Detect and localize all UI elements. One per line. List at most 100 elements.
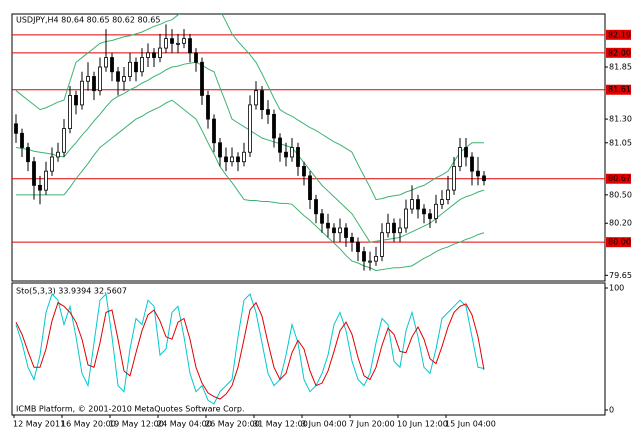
- y-tick-label: 81.85: [609, 63, 632, 72]
- x-tick-label: 3 Jun 04:00: [301, 420, 347, 429]
- y-tick-label: 80.50: [609, 190, 632, 199]
- indicator-title: Sto(5,3,3) 33.9394 32.5607: [16, 287, 127, 296]
- candle-body: [218, 142, 222, 158]
- candle-body: [464, 147, 468, 158]
- candle-body: [14, 123, 18, 134]
- x-tick-label: 10 Jun 12:00: [397, 420, 448, 429]
- candle-body: [74, 95, 78, 106]
- candle-body: [290, 147, 294, 158]
- candle-body: [194, 52, 198, 63]
- candle-body: [356, 241, 360, 253]
- candle-body: [104, 57, 108, 68]
- x-tick-label: 16 May 20:00: [61, 420, 116, 429]
- candle-body: [362, 251, 366, 262]
- x-tick-label: 31 May 12:00: [253, 420, 308, 429]
- candle-body: [248, 104, 252, 153]
- y-tick-label: 81.30: [609, 115, 632, 124]
- candle-body: [476, 170, 480, 177]
- candle-body: [110, 57, 114, 73]
- level-label-box: [606, 47, 631, 58]
- candle-body: [236, 156, 240, 163]
- candle-body: [338, 227, 342, 234]
- band-lower: [16, 99, 485, 272]
- candle-body: [140, 57, 144, 73]
- candle-body: [242, 151, 246, 163]
- candle-body: [302, 166, 306, 177]
- candle-body: [272, 113, 276, 139]
- candle-body: [176, 42, 180, 45]
- x-tick-label: 12 May 2011: [13, 420, 65, 429]
- candle-body: [182, 38, 186, 44]
- candle-body: [458, 147, 462, 167]
- candle-body: [80, 80, 84, 106]
- candle-body: [278, 137, 282, 153]
- level-label: 82.00: [608, 48, 631, 57]
- candle-body: [44, 170, 48, 191]
- candle-body: [20, 132, 24, 148]
- candle-body: [266, 109, 270, 115]
- candle-body: [446, 189, 450, 200]
- candle-body: [374, 255, 378, 262]
- candle-body: [422, 208, 426, 215]
- candle-body: [56, 151, 60, 158]
- candle-body: [410, 199, 414, 210]
- stochastic-signal: [15, 301, 485, 400]
- x-tick-label: 15 Jun 04:00: [445, 420, 496, 429]
- candle-body: [314, 199, 318, 215]
- axes: 81.85 81.30 81.05 80.50 80.20 79.65 82.19 82.00…: [13, 29, 632, 429]
- candle-body: [212, 118, 216, 144]
- footer: ICMB Platform, © 2001-2010 MetaQuotes So…: [16, 405, 245, 414]
- candle-body: [62, 128, 66, 153]
- candle-body: [404, 208, 408, 229]
- level-label: 82.19: [608, 30, 631, 39]
- candle-body: [122, 76, 126, 82]
- y-tick-label: 80.20: [609, 219, 632, 228]
- level-label: 80.00: [608, 238, 631, 247]
- x-tick-label: 7 Jun 20:00: [349, 420, 395, 429]
- level-label-box: [606, 237, 631, 248]
- candle-body: [158, 47, 162, 58]
- candle-body: [152, 52, 156, 58]
- candle-body: [434, 203, 438, 219]
- candle-body: [254, 90, 258, 106]
- candle-body: [350, 237, 354, 243]
- candle-body: [482, 175, 486, 182]
- candle-body: [470, 156, 474, 172]
- level-label-box: [606, 29, 631, 40]
- candle-body: [440, 199, 444, 205]
- band-upper: [15, 14, 484, 201]
- level-label-box: [606, 173, 631, 184]
- candle-body: [50, 156, 54, 172]
- stochastic-main: [15, 293, 485, 405]
- candle-body: [146, 52, 150, 58]
- candle-body: [128, 61, 132, 77]
- candle-body: [38, 184, 42, 191]
- candle-body: [416, 199, 420, 210]
- candle-body: [206, 95, 210, 120]
- candle-body: [26, 147, 30, 163]
- candle-body: [386, 222, 390, 234]
- candle-body: [86, 76, 90, 82]
- candle-body: [320, 213, 324, 224]
- candle-body: [224, 156, 228, 163]
- candle-body: [392, 222, 396, 234]
- indicator-tick-label: 100: [609, 284, 624, 293]
- candle-body: [452, 166, 456, 191]
- x-tick-label: 26 May 20:00: [205, 420, 260, 429]
- candle-body: [32, 161, 36, 186]
- level-label: 80.67: [608, 174, 631, 183]
- candle-body: [68, 95, 72, 129]
- candle-body: [98, 66, 102, 92]
- candle-body: [398, 227, 402, 234]
- candle-body: [134, 61, 138, 73]
- level-label: 81.61: [608, 85, 631, 94]
- indicator-tick-label: 0: [609, 406, 614, 415]
- price-plot: [12, 14, 605, 272]
- candle-body: [296, 147, 300, 167]
- indicator-frame: [11, 282, 606, 416]
- y-tick-label: 81.05: [609, 138, 632, 147]
- candle-body: [368, 260, 372, 263]
- chart-title: USDJPY,H4 80.64 80.65 80.62 80.65: [16, 16, 160, 25]
- candle-body: [200, 61, 204, 96]
